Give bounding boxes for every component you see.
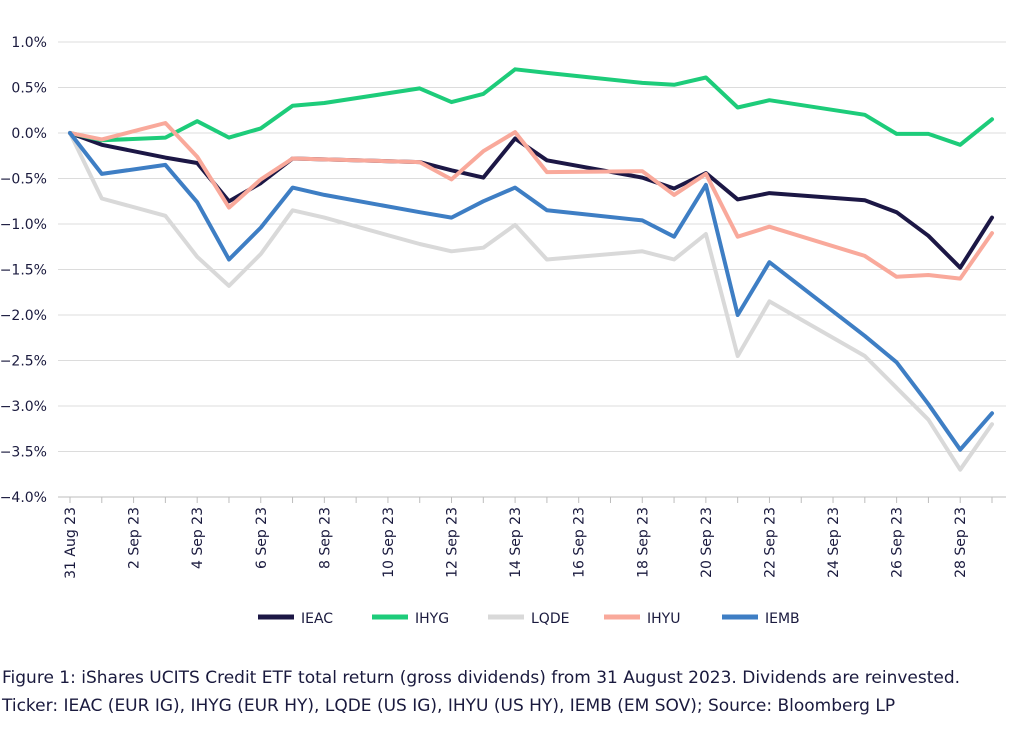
x-tick-label: 26 Sep 23 xyxy=(890,507,906,578)
y-tick-label: −0.5% xyxy=(0,172,47,188)
x-tick-label: 24 Sep 23 xyxy=(826,507,842,578)
y-tick-label: −3.5% xyxy=(0,445,47,461)
x-tick-label: 22 Sep 23 xyxy=(762,507,778,578)
x-tick-label: 8 Sep 23 xyxy=(317,507,333,569)
y-tick-label: 1.0% xyxy=(11,35,47,51)
x-tick-label: 6 Sep 23 xyxy=(254,507,270,569)
x-tick-label: 31 Aug 23 xyxy=(63,507,79,579)
legend-label-lqde: LQDE xyxy=(531,611,569,627)
y-tick-label: −1.0% xyxy=(0,217,47,233)
x-tick-label: 14 Sep 23 xyxy=(508,507,524,578)
legend-label-ieac: IEAC xyxy=(301,611,333,627)
x-tick-label: 18 Sep 23 xyxy=(635,507,651,578)
legend-label-ihyg: IHYG xyxy=(415,611,449,627)
y-tick-label: 0.0% xyxy=(11,126,47,142)
figure-caption-line-2: Ticker: IEAC (EUR IG), IHYG (EUR HY), LQ… xyxy=(2,696,896,716)
x-tick-label: 12 Sep 23 xyxy=(445,507,461,578)
y-tick-label: −2.5% xyxy=(0,354,47,370)
x-tick-label: 28 Sep 23 xyxy=(953,507,969,578)
x-tick-label: 2 Sep 23 xyxy=(127,507,143,569)
figure-caption-line-1: Figure 1: iShares UCITS Credit ETF total… xyxy=(2,668,961,688)
y-tick-label: −3.0% xyxy=(0,399,47,415)
y-tick-label: 0.5% xyxy=(11,81,47,97)
series-lines xyxy=(68,67,994,472)
x-tick-label: 20 Sep 23 xyxy=(699,507,715,578)
y-tick-label: −2.0% xyxy=(0,308,47,324)
legend-label-ihyu: IHYU xyxy=(647,611,680,627)
series-line-lqde xyxy=(68,131,994,472)
x-tick-label: 16 Sep 23 xyxy=(572,507,588,578)
series-line-ihyu xyxy=(68,121,994,281)
series-line-ihyg xyxy=(68,67,994,147)
line-chart: 1.0% 0.5% 0.0% −0.5% −1.0% −1.5% −2.0% −2.5% −3.… xyxy=(0,35,1006,627)
x-tick-label: 4 Sep 23 xyxy=(190,507,206,569)
legend: IEAC IHYG LQDE IHYU IEMB xyxy=(258,611,800,627)
gridlines xyxy=(58,41,1006,498)
legend-label-iemb: IEMB xyxy=(765,611,800,627)
y-axis: 1.0% 0.5% 0.0% −0.5% −1.0% −1.5% −2.0% −2.5% −3.… xyxy=(0,35,47,506)
y-tick-label: −4.0% xyxy=(0,490,47,506)
x-axis: 31 Aug 23 2 Sep 23 4 Sep 23 6 Sep 23 8 Sep 2… xyxy=(58,496,1006,579)
series-line-iemb xyxy=(68,131,994,452)
y-tick-label: −1.5% xyxy=(0,263,47,279)
x-tick-label: 10 Sep 23 xyxy=(381,507,397,578)
